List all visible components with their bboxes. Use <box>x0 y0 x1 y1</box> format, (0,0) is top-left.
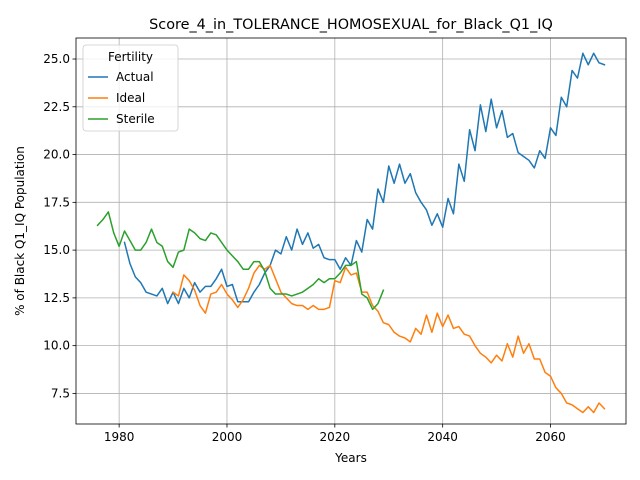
legend-label-sterile: Sterile <box>116 112 155 126</box>
legend-box <box>82 44 179 132</box>
series-line-ideal <box>172 264 606 414</box>
x-tick-label: 1980 <box>104 430 135 444</box>
y-tick-label: 7.5 <box>51 386 70 400</box>
y-tick-label: 12.5 <box>43 291 70 305</box>
series-line-sterile <box>96 211 385 311</box>
y-tick-label: 20.0 <box>43 148 70 162</box>
x-axis-label: Years <box>334 451 367 465</box>
x-tick-label: 2040 <box>427 430 458 444</box>
y-tick-label: 10.0 <box>43 339 70 353</box>
y-axis: 7.5 10.0 12.5 15.0 17.5 20.0 22.5 25.0 <box>43 52 76 400</box>
y-tick-label: 15.0 <box>43 243 70 257</box>
series-layer <box>96 52 606 414</box>
legend-label-actual: Actual <box>116 70 154 84</box>
y-tick-label: 25.0 <box>43 52 70 66</box>
y-axis-label: % of Black Q1_IQ Population <box>13 146 27 316</box>
y-tick-label: 17.5 <box>43 195 70 209</box>
x-tick-label: 2000 <box>212 430 243 444</box>
legend-entries: Actual Ideal Sterile <box>88 70 155 126</box>
x-tick-label: 2060 <box>535 430 566 444</box>
legend-label-ideal: Ideal <box>116 91 145 105</box>
x-tick-label: 2020 <box>320 430 351 444</box>
plot-frame <box>75 37 627 425</box>
series-line-actual <box>123 52 606 305</box>
legend: Fertility Actual Ideal Sterile <box>82 44 179 132</box>
y-tick-label: 22.5 <box>43 100 70 114</box>
chart-title: Score_4_in_TOLERANCE_HOMOSEXUAL_for_Blac… <box>149 17 553 33</box>
x-axis: 1980 2000 2020 2040 2060 <box>104 424 566 444</box>
grid <box>76 38 626 424</box>
legend-title: Fertility <box>108 50 153 64</box>
